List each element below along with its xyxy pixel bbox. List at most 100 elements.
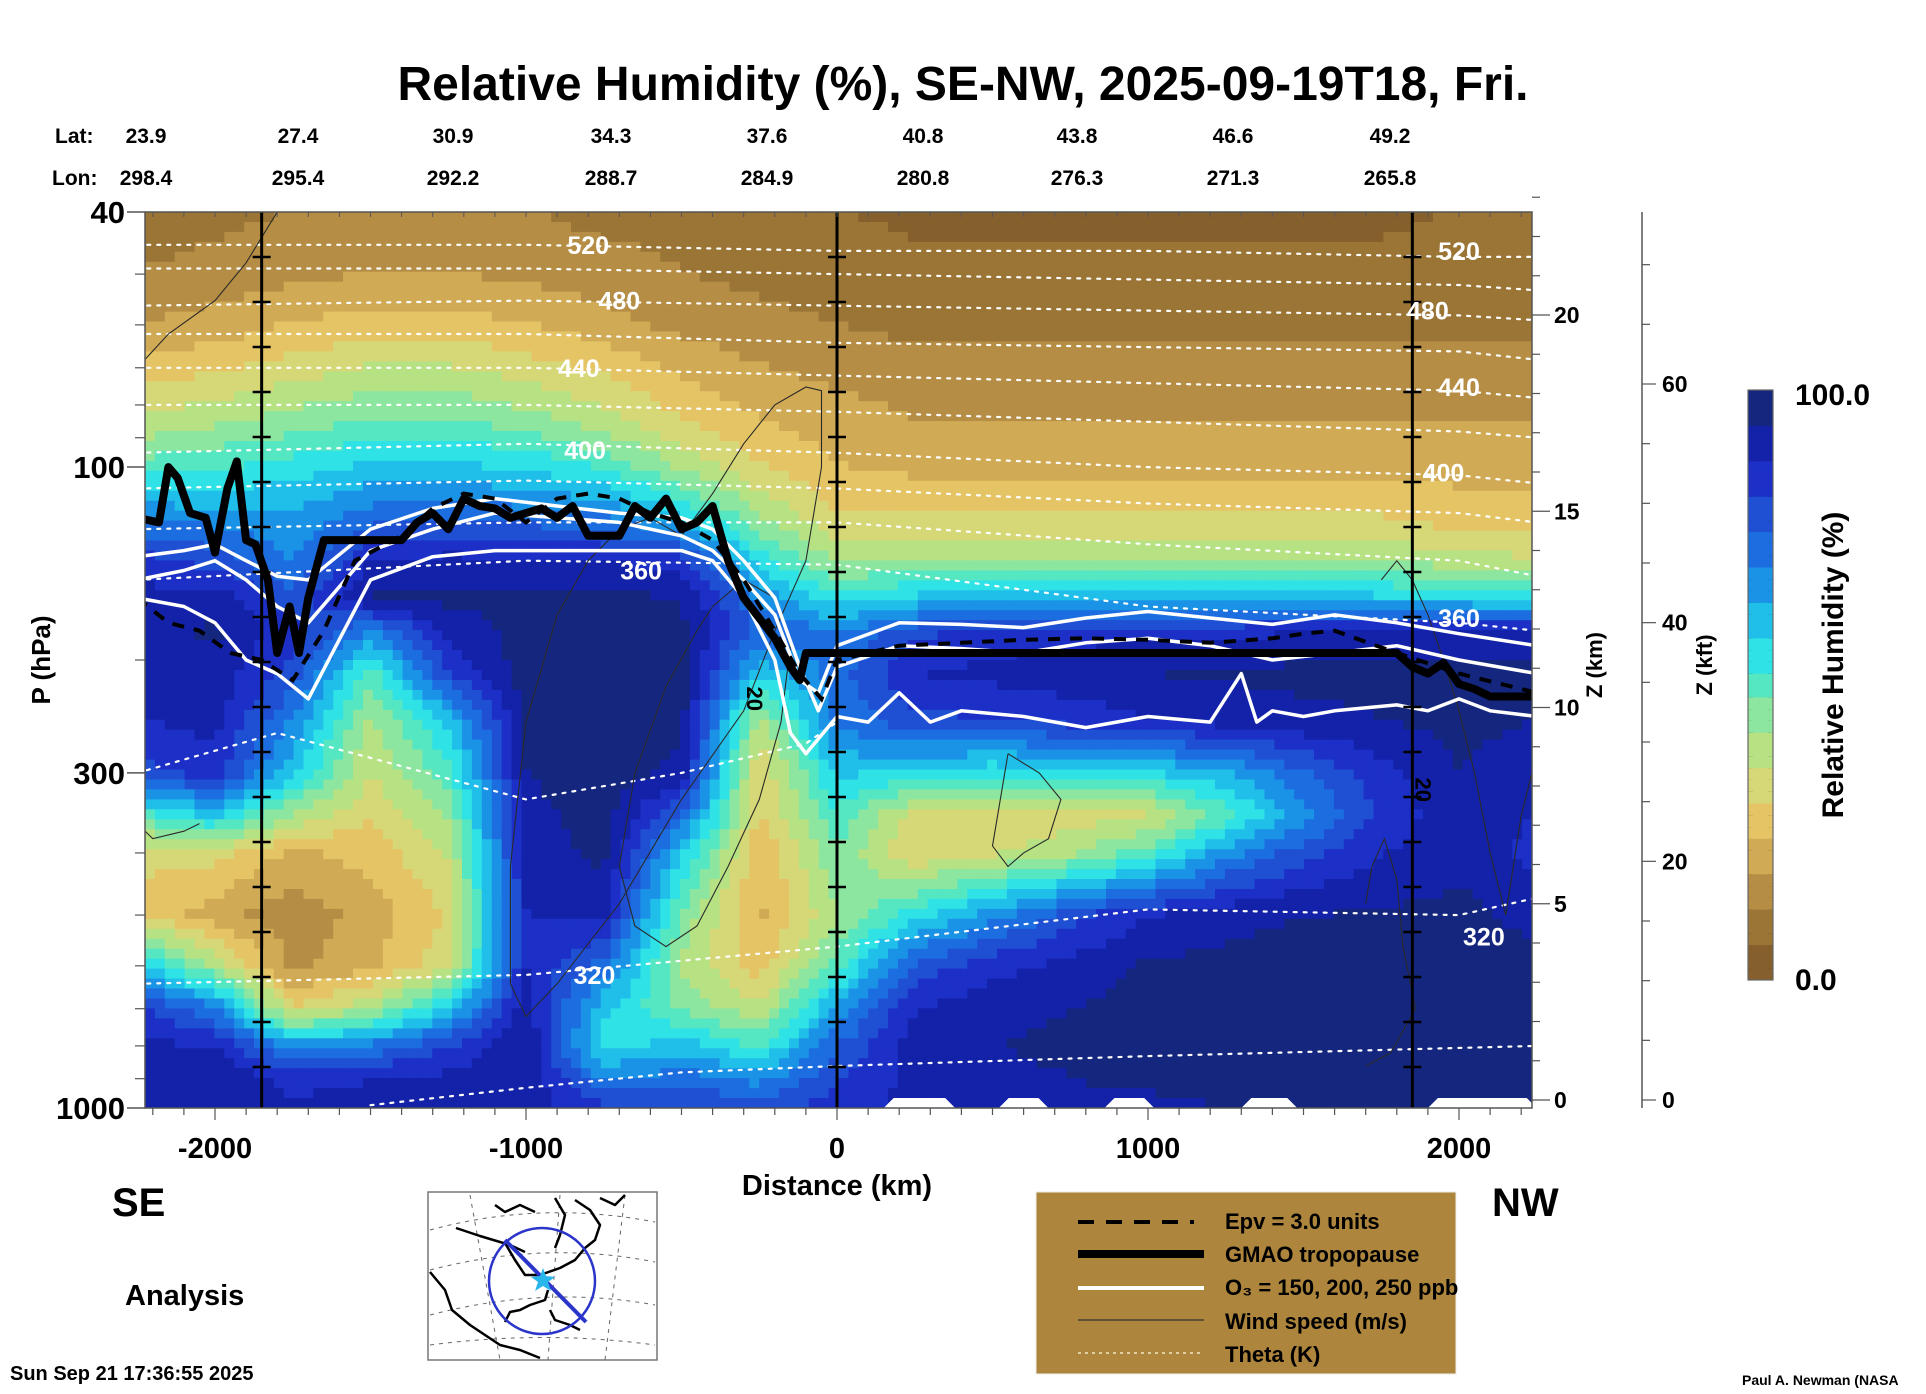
rh-cell xyxy=(224,301,235,313)
rh-cell xyxy=(1403,530,1414,542)
rh-cell xyxy=(878,530,889,542)
rh-cell xyxy=(1106,291,1117,303)
rh-cell xyxy=(204,222,215,233)
rh-cell xyxy=(620,500,631,512)
rh-cell xyxy=(541,421,552,432)
rh-cell xyxy=(1423,431,1434,442)
rh-cell xyxy=(1333,391,1345,402)
rh-cell xyxy=(1502,321,1513,333)
rh-cell xyxy=(1175,490,1186,502)
rh-cell xyxy=(739,421,750,432)
rh-cell xyxy=(1066,401,1077,412)
lon-value: 271.3 xyxy=(1207,167,1260,190)
rh-cell xyxy=(1026,500,1038,512)
rh-cell xyxy=(977,261,988,273)
rh-cell xyxy=(1324,331,1335,343)
rh-cell xyxy=(244,241,255,253)
rh-cell xyxy=(759,480,770,492)
rh-cell xyxy=(1244,301,1256,313)
rh-cell xyxy=(204,241,215,253)
rh-cell xyxy=(442,411,453,422)
rh-cell xyxy=(818,251,830,263)
rh-cell xyxy=(1502,470,1513,482)
rh-cell xyxy=(462,231,473,243)
rh-cell xyxy=(234,212,245,223)
rh-cell xyxy=(1115,351,1127,362)
rh-cell xyxy=(1056,401,1067,412)
rh-cell xyxy=(848,520,859,532)
rh-cell xyxy=(600,212,612,223)
rh-cell xyxy=(1185,470,1196,482)
rh-cell xyxy=(521,391,532,402)
rh-cell xyxy=(164,291,176,303)
rh-cell xyxy=(977,441,988,452)
rh-cell xyxy=(759,331,770,343)
rh-cell xyxy=(392,261,404,273)
rh-cell xyxy=(580,381,592,392)
rh-cell xyxy=(1442,271,1454,283)
rh-cell xyxy=(1353,281,1365,293)
rh-cell xyxy=(1452,381,1464,392)
rh-cell xyxy=(1343,251,1355,263)
rh-cell xyxy=(1086,510,1097,522)
rh-cell xyxy=(1472,212,1484,223)
rh-cell xyxy=(868,301,879,313)
rh-cell xyxy=(1006,411,1018,422)
rh-cell xyxy=(511,361,523,372)
rh-cell xyxy=(1373,540,1384,552)
rh-cell xyxy=(769,411,780,422)
rh-cell xyxy=(521,450,532,462)
rh-cell xyxy=(254,411,265,422)
rh-cell xyxy=(610,421,622,432)
rh-cell xyxy=(174,212,186,223)
rh-cell xyxy=(1244,550,1256,562)
rh-cell xyxy=(164,530,176,542)
rh-cell xyxy=(590,381,602,392)
rh-cell xyxy=(303,291,314,303)
rh-cell xyxy=(1244,431,1256,442)
rh-cell xyxy=(323,271,334,283)
rh-cell xyxy=(1096,331,1107,343)
rh-cell xyxy=(1274,351,1285,362)
rh-cell xyxy=(650,530,661,542)
rh-cell xyxy=(511,321,523,333)
rh-cell xyxy=(145,510,156,522)
rh-cell xyxy=(1432,212,1444,223)
rh-cell xyxy=(719,231,731,243)
rh-cell xyxy=(1165,321,1176,333)
rh-cell xyxy=(1076,421,1087,432)
rh-cell xyxy=(313,530,324,542)
rh-cell xyxy=(1016,450,1028,462)
rh-cell xyxy=(412,411,423,422)
rh-cell xyxy=(917,222,929,233)
rh-cell xyxy=(798,391,810,402)
rh-cell xyxy=(630,231,641,243)
rh-cell xyxy=(610,321,622,333)
rh-cell xyxy=(1175,311,1186,323)
rh-cell xyxy=(1442,431,1454,442)
rh-cell xyxy=(1185,301,1196,313)
rh-cell xyxy=(957,480,968,492)
rh-cell xyxy=(571,301,582,313)
rh-cell xyxy=(442,510,453,522)
rh-cell xyxy=(1343,490,1355,502)
rh-cell xyxy=(412,460,423,472)
rh-cell xyxy=(600,321,612,333)
rh-cell xyxy=(888,530,899,542)
rh-cell xyxy=(907,401,919,412)
rh-cell xyxy=(997,281,1008,293)
rh-cell xyxy=(1215,261,1226,273)
rh-cell xyxy=(1393,450,1404,462)
rh-cell xyxy=(650,411,661,422)
rh-cell xyxy=(1185,222,1196,233)
rh-cell xyxy=(590,540,602,552)
rh-cell xyxy=(273,301,285,313)
rh-cell xyxy=(382,500,394,512)
rh-cell xyxy=(412,231,423,243)
rh-cell xyxy=(808,371,820,382)
rh-cell xyxy=(432,212,443,223)
rh-cell xyxy=(1175,331,1186,343)
rh-cell xyxy=(1502,341,1513,352)
rh-cell xyxy=(680,301,691,313)
rh-cell xyxy=(174,251,186,263)
